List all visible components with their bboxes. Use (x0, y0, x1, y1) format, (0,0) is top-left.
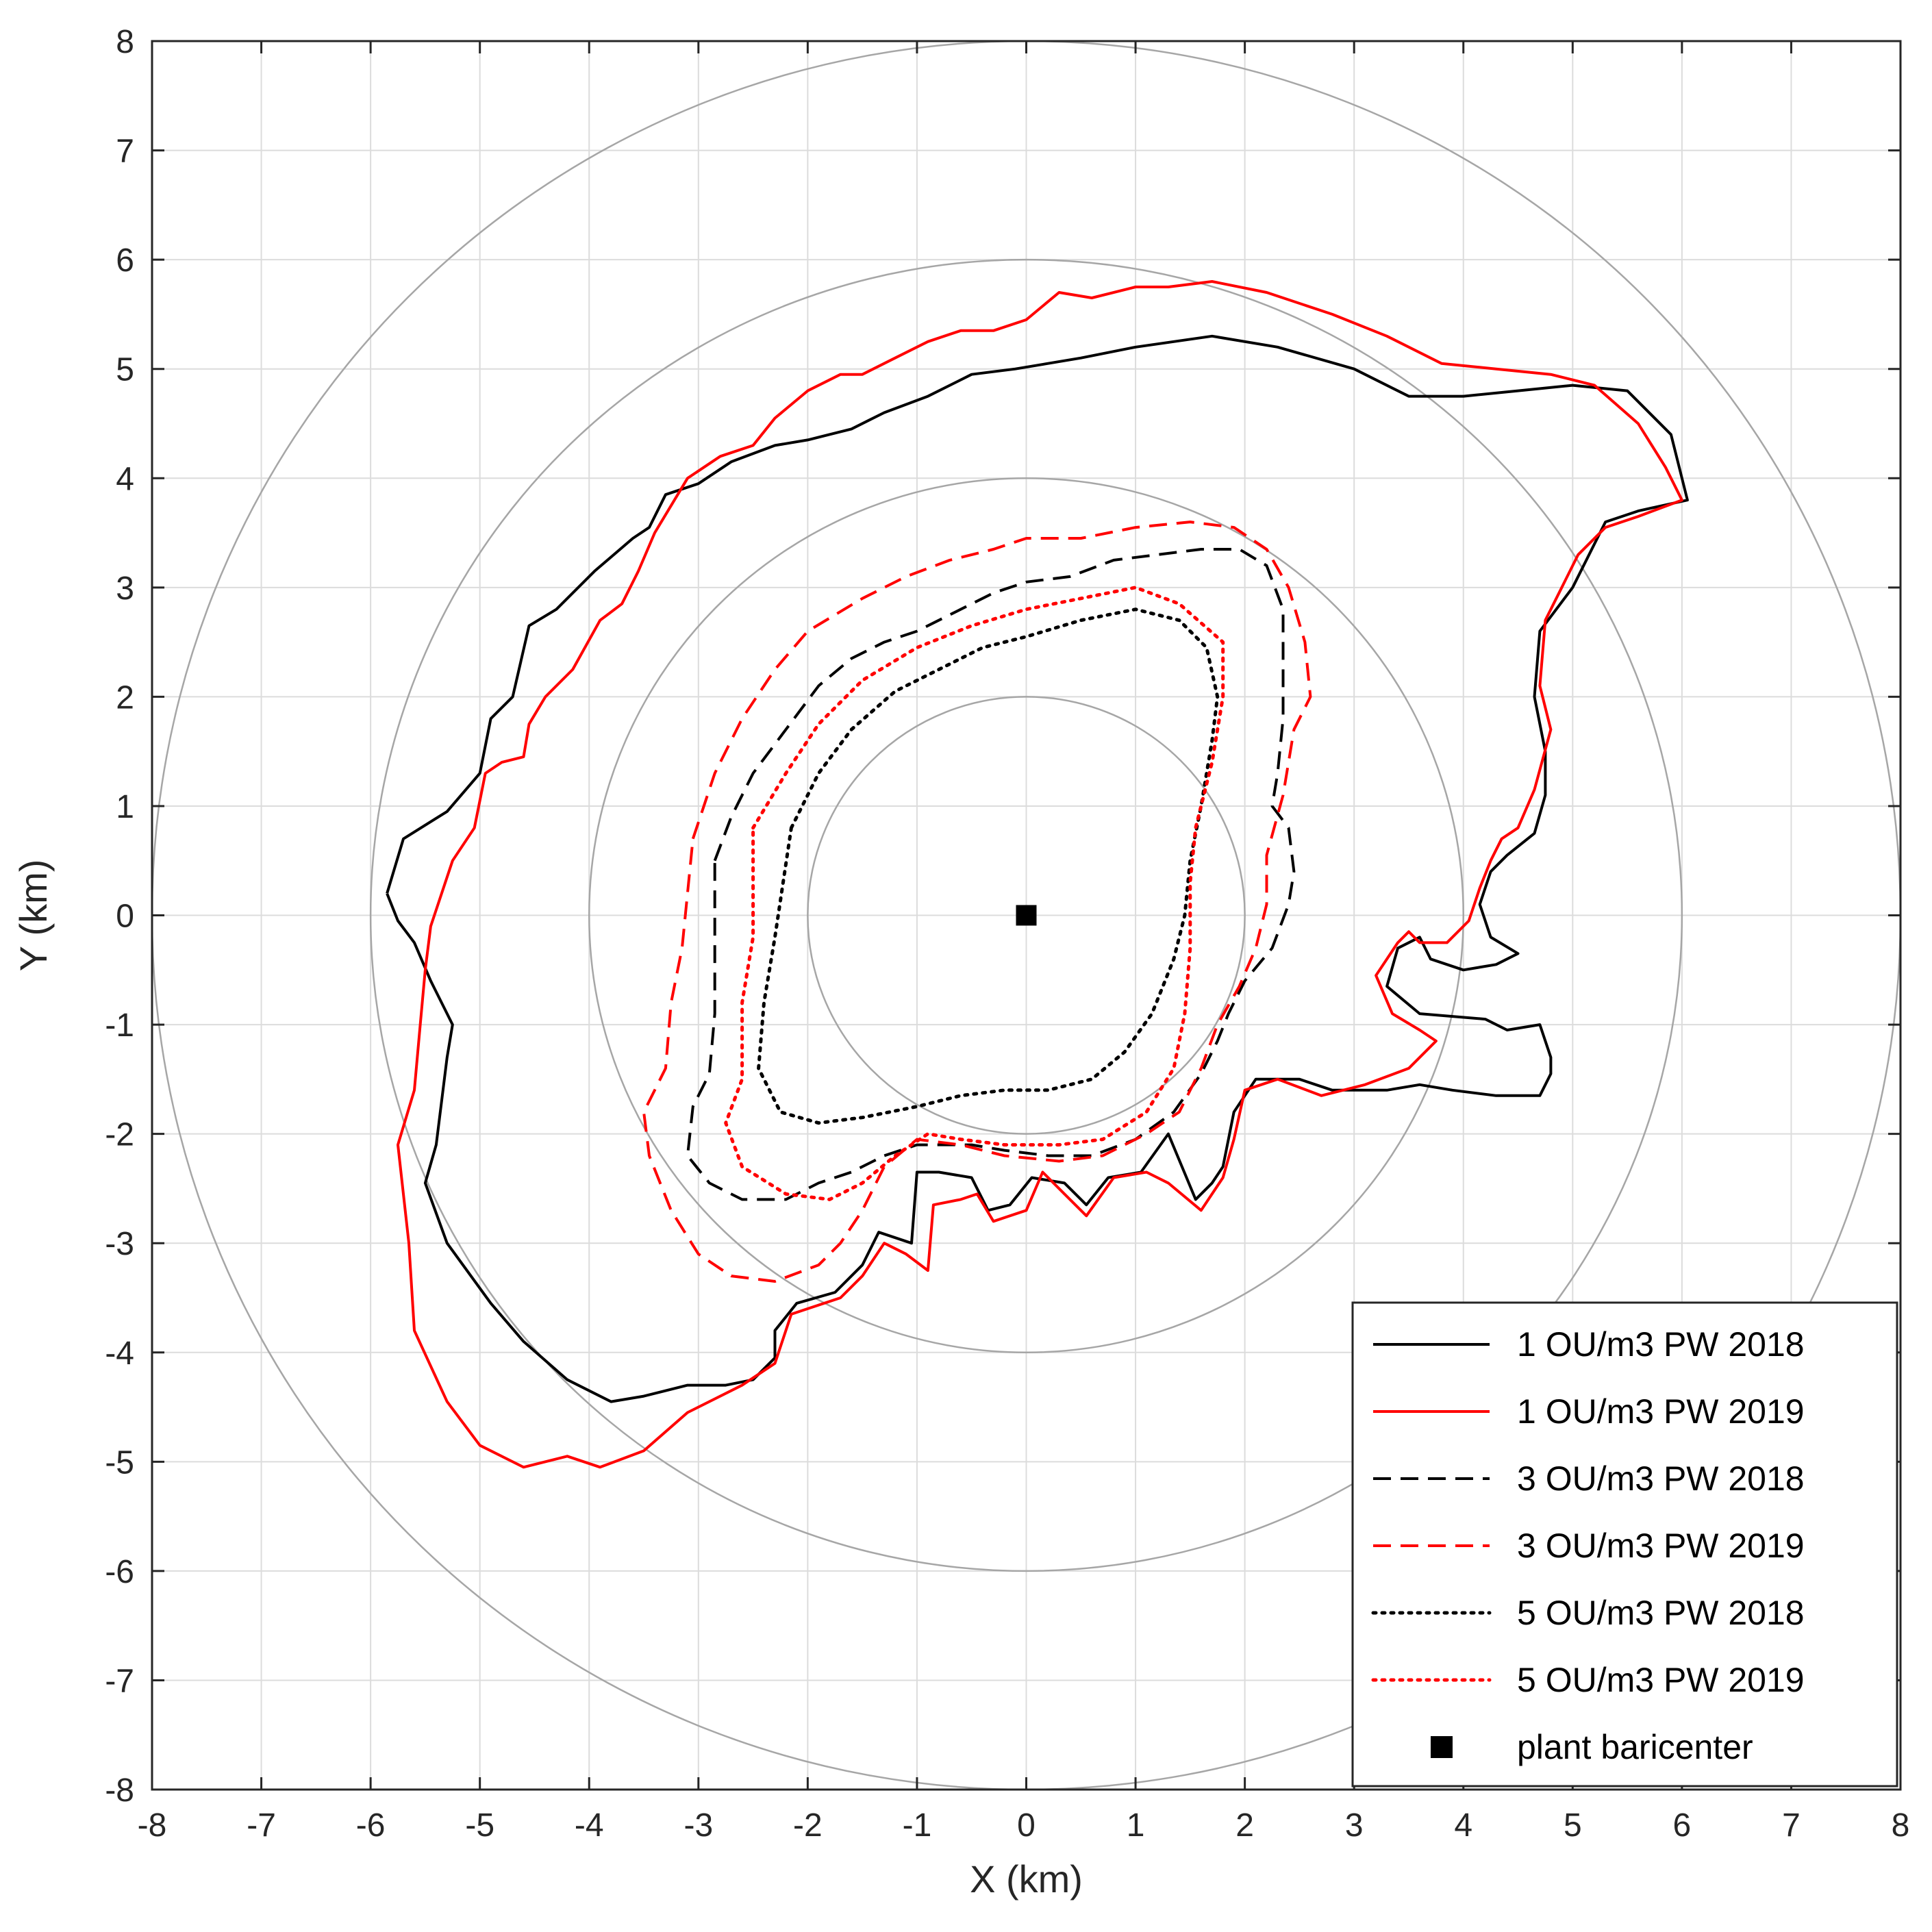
x-tick-label: 3 (1345, 1807, 1364, 1844)
y-tick-label: 3 (116, 570, 134, 607)
x-tick-label: -3 (683, 1807, 713, 1844)
legend-marker-swatch (1431, 1736, 1453, 1758)
x-tick-label: -8 (138, 1807, 167, 1844)
reference-circle-6km (369, 258, 1683, 1572)
marker-group (1016, 905, 1037, 926)
y-tick-label: 1 (116, 789, 134, 825)
series-4-contour (642, 520, 1312, 1283)
y-tick-label: -1 (105, 1007, 134, 1044)
series-2-contour (397, 280, 1683, 1469)
y-tick-label: -8 (105, 1772, 134, 1809)
x-tick-label: 5 (1564, 1807, 1582, 1844)
x-tick-label: -7 (247, 1807, 276, 1844)
series-6-contour (724, 586, 1225, 1201)
x-tick-label: -1 (903, 1807, 932, 1844)
y-tick-label: 8 (116, 24, 134, 60)
y-tick-label: -6 (105, 1554, 134, 1590)
legend-label: 1 OU/m3 PW 2018 (1517, 1325, 1805, 1364)
x-tick-label: -2 (793, 1807, 823, 1844)
legend-label: 1 OU/m3 PW 2019 (1517, 1392, 1805, 1431)
y-tick-label: -5 (105, 1444, 134, 1481)
reference-circle-2km (807, 696, 1246, 1135)
y-tick-label: 6 (116, 242, 134, 279)
x-tick-label: 6 (1673, 1807, 1692, 1844)
y-tick-label: 7 (116, 134, 134, 170)
x-tick-label: -6 (356, 1807, 386, 1844)
series-5-contour (757, 607, 1220, 1125)
y-tick-label: -3 (105, 1226, 134, 1262)
x-tick-label: 2 (1235, 1807, 1254, 1844)
y-tick-label: 0 (116, 899, 134, 935)
series-3-contour (686, 548, 1296, 1201)
legend-label: 3 OU/m3 PW 2019 (1517, 1527, 1805, 1565)
y-tick-label: 2 (116, 679, 134, 716)
x-tick-label: 1 (1127, 1807, 1145, 1844)
axis-ticks: -8 -7 -6 -5 -4 -3 -2 -1 0 1 2 3 4 5 6 7 8 -8 -7 -6 -5 -4 -3 -2 -… (105, 24, 1909, 1844)
y-tick-label: 4 (116, 461, 134, 497)
legend-label: plant baricenter (1517, 1728, 1753, 1766)
x-tick-label: 8 (1892, 1807, 1910, 1844)
legend: 1 OU/m3 PW 2018 1 OU/m3 PW 2019 3 OU/m3 PW… (1351, 1301, 1898, 1787)
legend-label: 5 OU/m3 PW 2018 (1517, 1594, 1805, 1632)
plant-baricenter-marker (1016, 905, 1037, 926)
y-tick-label: 5 (116, 352, 134, 388)
y-tick-label: -7 (105, 1663, 134, 1699)
x-axis-title: X (km) (970, 1857, 1083, 1900)
series-group (386, 280, 1689, 1469)
y-tick-label: -2 (105, 1117, 134, 1153)
y-axis-title: Y (km) (12, 860, 55, 972)
y-tick-label: -4 (105, 1335, 134, 1372)
x-tick-label: 4 (1454, 1807, 1472, 1844)
x-tick-label: 0 (1017, 1807, 1036, 1844)
x-tick-label: 7 (1782, 1807, 1801, 1844)
reference-circle-4km (588, 477, 1464, 1353)
legend-label: 3 OU/m3 PW 2018 (1517, 1459, 1805, 1498)
series-1-contour (386, 334, 1689, 1403)
x-tick-label: -4 (575, 1807, 604, 1844)
legend-label: 5 OU/m3 PW 2019 (1517, 1661, 1805, 1699)
x-tick-label: -5 (465, 1807, 494, 1844)
